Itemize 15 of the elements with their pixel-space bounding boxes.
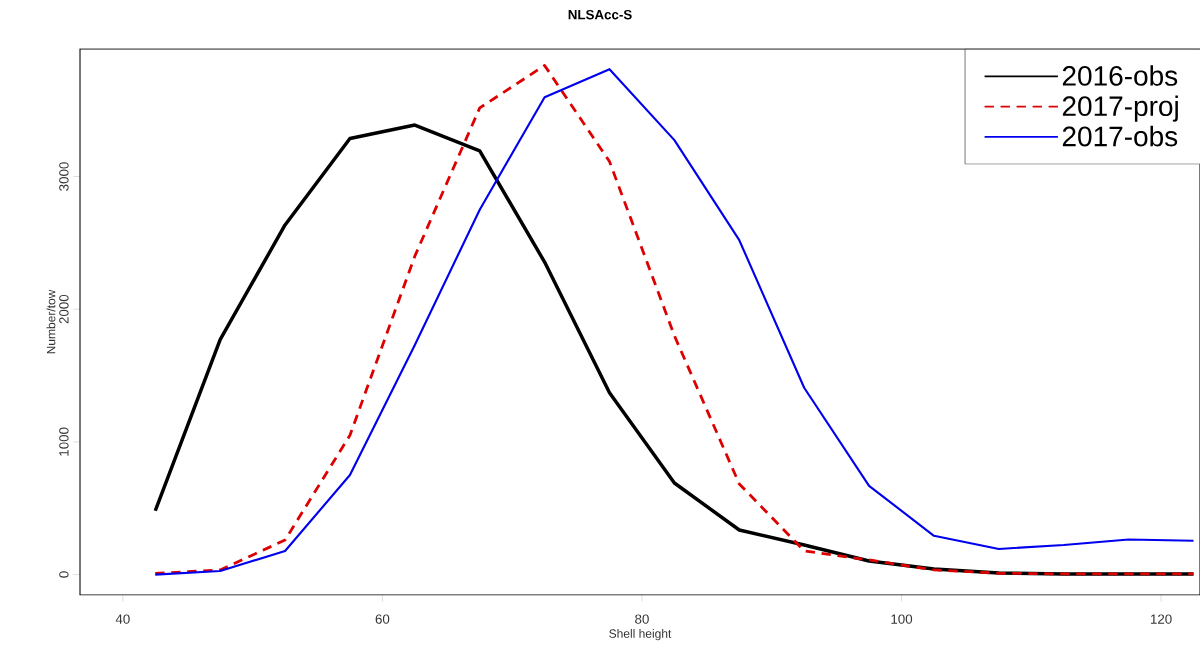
y-axis-title: Number/tow <box>46 289 56 354</box>
legend-label: 2017-obs <box>1062 125 1178 147</box>
y-tick-label: 3000 <box>59 162 69 191</box>
legend-label: 2017-proj <box>1062 95 1178 122</box>
x-tick-label: 40 <box>115 614 130 624</box>
y-tick-label: 1000 <box>59 427 69 456</box>
x-tick-label: 100 <box>891 614 913 624</box>
x-tick-label: 60 <box>375 614 390 624</box>
y-tick-label: 2000 <box>59 294 69 324</box>
x-axis-title: Shell height <box>609 629 672 641</box>
chart-title: NLSAcc-S <box>568 9 632 20</box>
x-tick-label: 80 <box>635 614 649 624</box>
y-tick-label: 0 <box>59 571 69 578</box>
legend-label: 2016-obs <box>1062 65 1178 86</box>
x-tick-label: 120 <box>1150 614 1172 624</box>
